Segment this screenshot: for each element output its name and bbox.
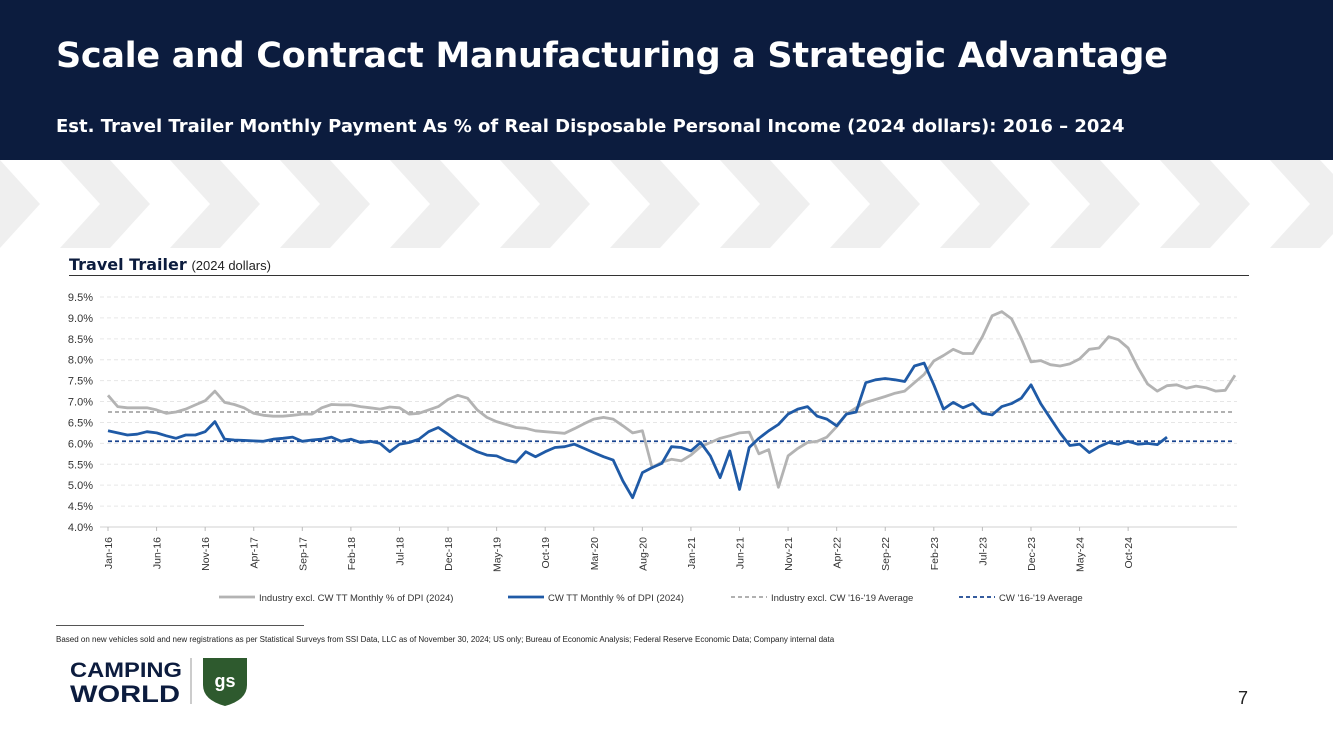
x-tick-label: Jan-21: [686, 537, 698, 569]
logo-mark: gs: [214, 671, 235, 691]
chart-heading: Travel Trailer (2024 dollars): [69, 255, 271, 275]
slide-title: Scale and Contract Manufacturing a Strat…: [56, 36, 1168, 76]
x-tick-label: Apr-22: [832, 537, 844, 569]
page-number: 7: [1238, 688, 1249, 708]
y-tick-label: 9.5%: [68, 292, 93, 304]
x-tick-label: Jul-23: [977, 537, 989, 566]
x-tick-label: Dec-18: [443, 537, 455, 571]
x-tick-label: Jan-16: [103, 537, 115, 569]
y-tick-label: 7.5%: [68, 376, 93, 388]
line-chart: 4.0% 4.5% 5.0% 5.5% 6.0% 6.5% 7.0% 7.5% 8.0% 8.5%…: [68, 292, 1237, 604]
x-tick-label: Feb-18: [346, 537, 358, 570]
chart-legend: Industry excl. CW TT Monthly % of DPI (2…: [219, 593, 1083, 604]
x-tick-label: Jun-16: [152, 537, 164, 569]
chart-heading-title: Travel Trailer: [69, 255, 187, 274]
legend-label: Industry excl. CW '16-'19 Average: [771, 593, 913, 604]
chevron-band-decoration: [0, 160, 1333, 248]
series-line: [107, 361, 1168, 500]
x-tick-label: Oct-24: [1123, 537, 1135, 569]
camping-world-logo: CAMPING WORLD gs: [70, 658, 247, 708]
chart-heading-rule: [69, 275, 1249, 276]
y-tick-label: 4.0%: [68, 522, 93, 534]
chart-gridlines: [100, 296, 1237, 528]
logo-line2: WORLD: [70, 681, 180, 708]
x-tick-label: Mar-20: [589, 537, 601, 570]
y-tick-label: 5.0%: [68, 480, 93, 492]
x-tick-label: May-19: [492, 537, 504, 572]
x-tick-label: Nov-21: [783, 537, 795, 571]
y-tick-label: 8.5%: [68, 334, 93, 346]
x-tick-label: May-24: [1075, 537, 1087, 572]
x-tick-label: Sep-17: [297, 537, 309, 571]
legend-label: Industry excl. CW TT Monthly % of DPI (2…: [259, 593, 453, 604]
y-tick-label: 5.5%: [68, 459, 93, 471]
y-tick-label: 6.5%: [68, 417, 93, 429]
y-tick-label: 6.0%: [68, 438, 93, 450]
footnote-rule: [56, 625, 304, 626]
x-tick-label: Dec-23: [1026, 537, 1038, 571]
x-axis-labels: Jan-16 Jun-16 Nov-16 Apr-17 Sep-17 Feb-18 Jul-…: [103, 527, 1135, 572]
series-line: [106, 310, 1237, 489]
chart-series: [106, 310, 1237, 500]
x-tick-label: Feb-23: [929, 537, 941, 570]
logo-line1: CAMPING: [70, 659, 182, 682]
y-axis-labels: 4.0% 4.5% 5.0% 5.5% 6.0% 6.5% 7.0% 7.5% 8.0% 8.5%…: [68, 292, 93, 534]
x-tick-label: Sep-22: [880, 537, 892, 571]
header-banner: Scale and Contract Manufacturing a Strat…: [0, 0, 1333, 160]
x-tick-label: Apr-17: [249, 537, 261, 569]
x-tick-label: Jun-21: [735, 537, 747, 569]
y-tick-label: 7.0%: [68, 397, 93, 409]
x-tick-label: Aug-20: [637, 537, 649, 571]
slide-subtitle: Est. Travel Trailer Monthly Payment As %…: [56, 116, 1125, 137]
x-tick-label: Nov-16: [200, 537, 212, 571]
x-tick-label: Oct-19: [540, 537, 552, 569]
footnote: Based on new vehicles sold and new regis…: [56, 635, 835, 644]
y-tick-label: 4.5%: [68, 501, 93, 513]
chart-heading-unit: (2024 dollars): [191, 258, 271, 273]
legend-label: CW TT Monthly % of DPI (2024): [548, 593, 684, 604]
gs-shield-icon: [203, 658, 247, 706]
x-tick-label: Jul-18: [394, 537, 406, 566]
y-tick-label: 9.0%: [68, 313, 93, 325]
legend-label: CW '16-'19 Average: [999, 593, 1083, 604]
y-tick-label: 8.0%: [68, 355, 93, 367]
